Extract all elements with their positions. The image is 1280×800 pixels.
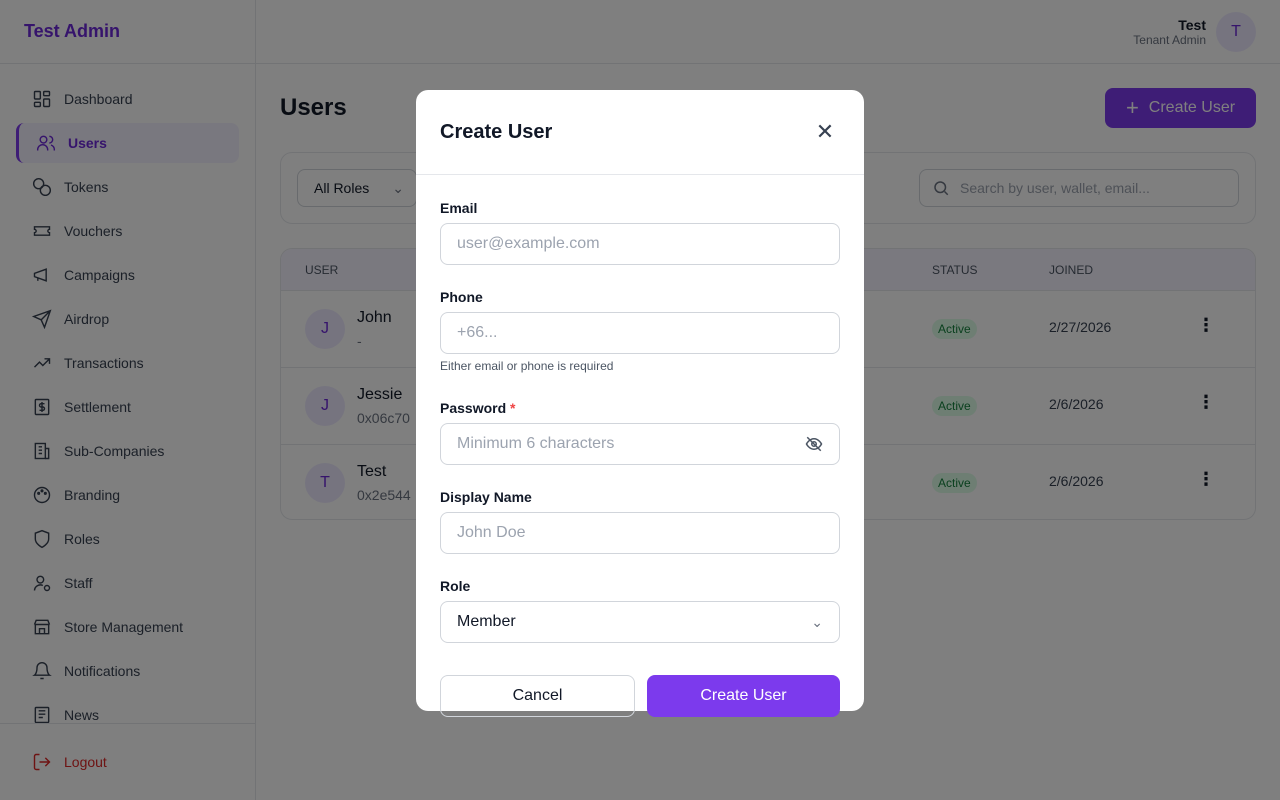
email-label: Email — [440, 200, 478, 216]
email-field[interactable]: user@example.com — [440, 223, 840, 265]
chevron-down-icon: ⌄ — [811, 613, 823, 630]
email-placeholder: user@example.com — [457, 235, 600, 252]
role-value: Member — [457, 613, 516, 630]
role-select[interactable]: Member ⌄ — [440, 601, 840, 643]
password-placeholder: Minimum 6 characters — [457, 435, 615, 452]
submit-create-user-button[interactable]: Create User — [647, 675, 840, 717]
create-user-modal: Create User ✕ Email user@example.com Pho… — [416, 90, 864, 717]
required-marker: * — [510, 400, 516, 416]
close-icon[interactable]: ✕ — [815, 119, 835, 144]
phone-placeholder: +66... — [457, 324, 498, 341]
phone-label: Phone — [440, 289, 483, 305]
cancel-button[interactable]: Cancel — [440, 675, 635, 717]
display-name-label: Display Name — [440, 489, 532, 505]
display-name-field[interactable]: John Doe — [440, 512, 840, 554]
password-label-text: Password — [440, 400, 507, 416]
display-name-placeholder: John Doe — [457, 524, 526, 541]
phone-field[interactable]: +66... — [440, 312, 840, 354]
password-label: Password * — [440, 400, 840, 416]
password-field[interactable]: Minimum 6 characters — [440, 423, 840, 465]
modal-title: Create User — [440, 120, 553, 143]
role-label: Role — [440, 578, 471, 594]
phone-hint: Either email or phone is required — [440, 359, 614, 373]
eye-off-icon[interactable] — [805, 435, 823, 453]
